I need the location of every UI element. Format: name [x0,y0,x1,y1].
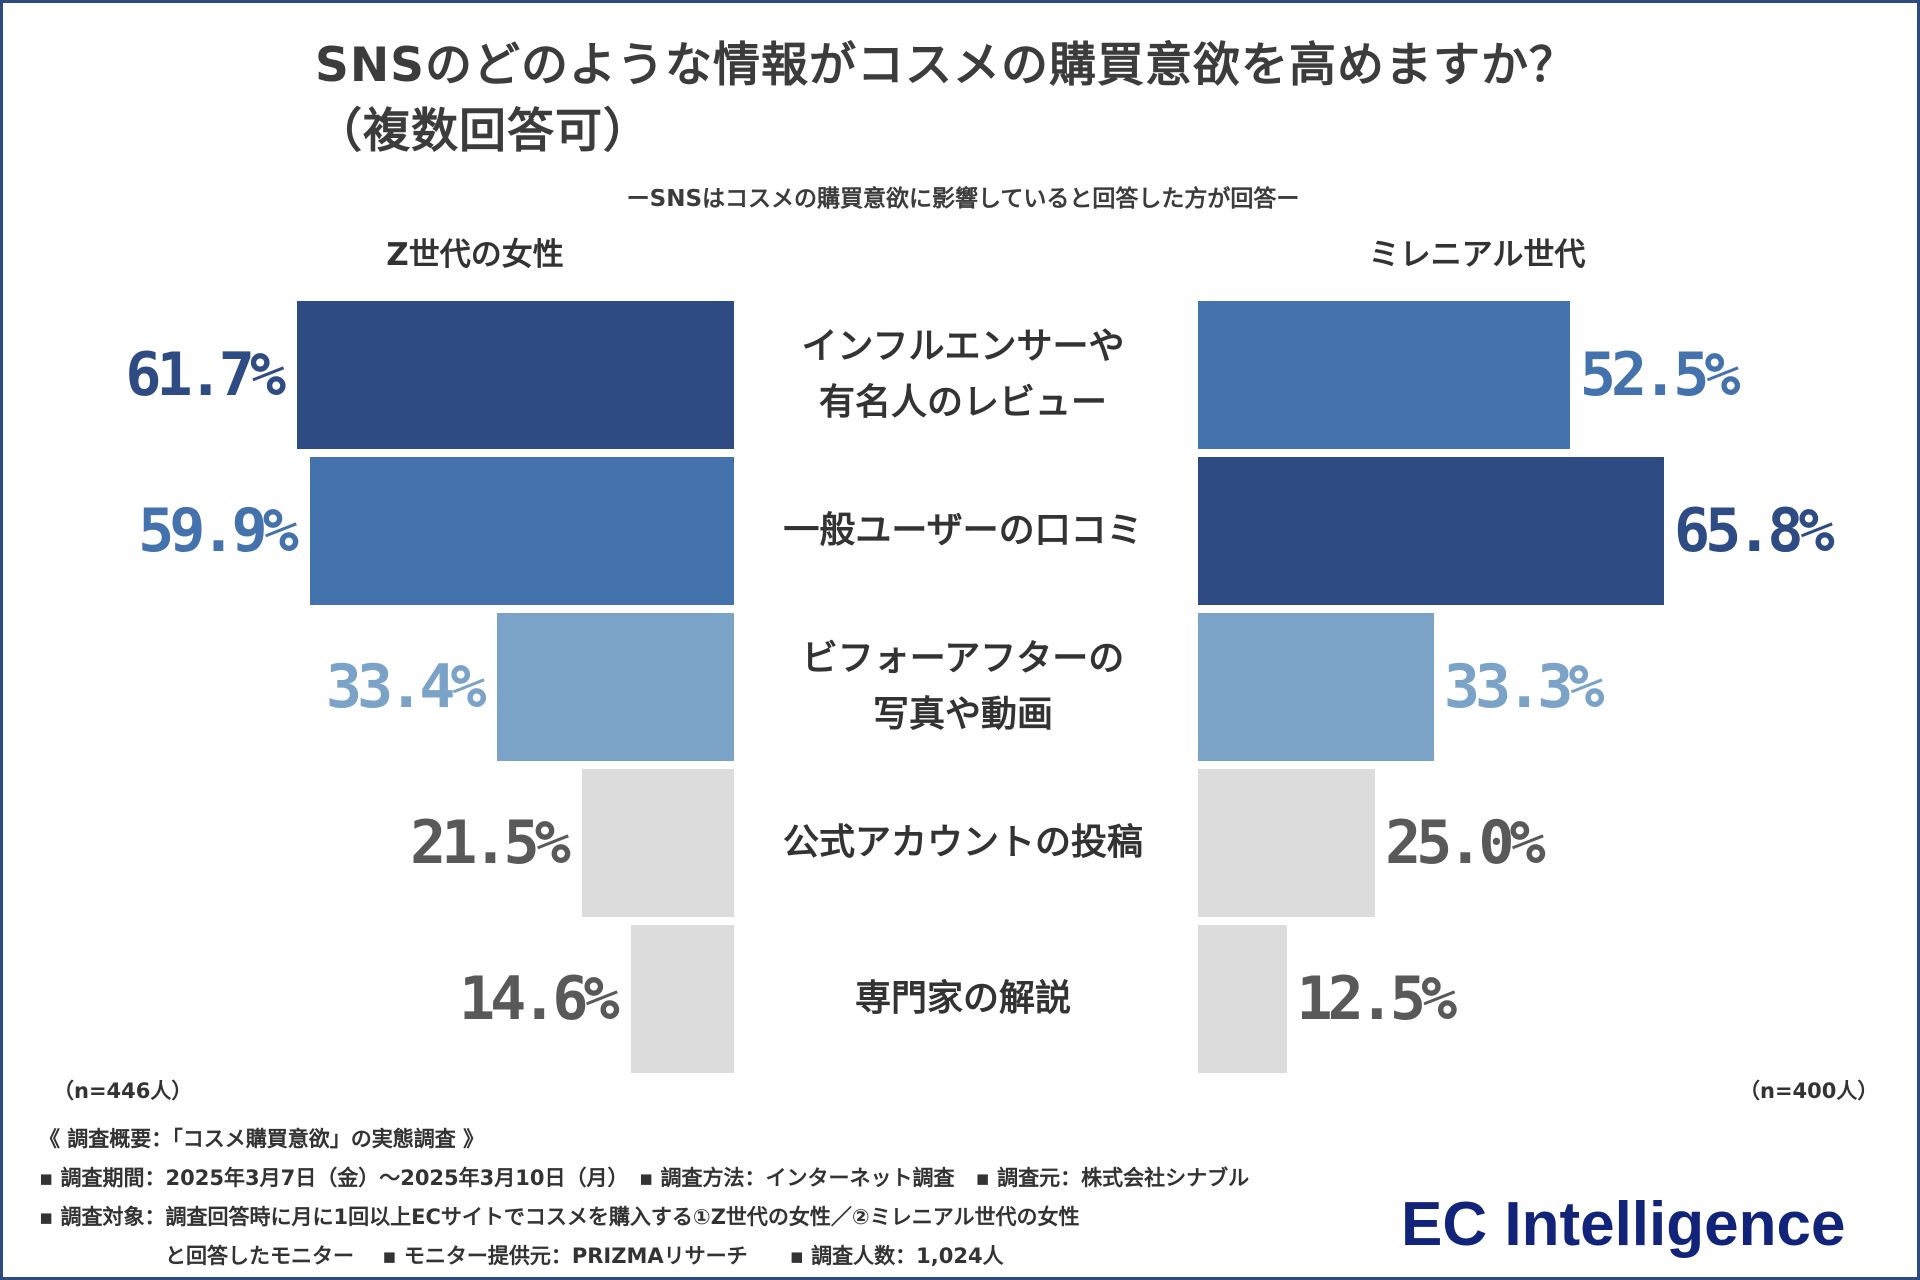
category-label-3: ビフォーアフターの 写真や動画 [733,631,1193,743]
title-line-2: （複数回答可） [315,104,651,159]
category-label-5: 専門家の解説 [733,971,1193,1027]
bar-right-5 [1198,925,1287,1073]
value-label-right-1: 52.5% [1579,340,1741,410]
bar-right-2 [1198,457,1665,605]
bar-right-4 [1198,769,1376,917]
value-label-left-2: 59.9% [138,496,299,566]
logo-text-2: gence [1666,1190,1846,1259]
bar-right-1 [1198,301,1570,449]
bar-left-2 [309,457,734,605]
bar-left-5 [630,925,734,1073]
survey-details-line-1: ▪ 調査期間：2025年3月7日（金）～2025年3月10日（月） ▪ 調査方法… [39,1166,1250,1190]
value-label-left-1: 61.7% [125,340,286,410]
category-label-2-line-1: 一般ユーザーの口コミ [783,510,1143,551]
category-label-2: 一般ユーザーの口コミ [733,503,1193,559]
value-label-right-2: 65.8% [1674,496,1835,566]
logo-text-i: i [1649,1190,1667,1259]
chart-title: SNSのどのような情報がコスメの購買意欲を高めますか？ （複数回答可） [315,33,1577,165]
bar-right-3 [1198,613,1434,761]
bar-left-3 [497,613,734,761]
right-sample-size: （n=400人） [1739,1079,1879,1103]
bar-left-4 [581,769,734,917]
category-label-1-line-1: インフルエンサーや [801,326,1125,367]
value-label-left-4: 21.5% [410,808,571,878]
legend-right-series: ミレニアル世代 [1368,237,1586,273]
bar-left-1 [297,301,734,449]
title-line-1: SNSのどのような情報がコスメの購買意欲を高めますか？ [315,38,1578,93]
category-label-3-line-2: 写真や動画 [872,694,1053,735]
ec-intelligence-logo: EC Intelligence [1401,1189,1845,1260]
value-label-left-3: 33.4% [325,652,487,722]
category-label-1-line-2: 有名人のレビュー [818,382,1107,423]
left-sample-size: （n=446人） [53,1079,193,1103]
survey-details-line-3: と回答したモニター ▪ モニター提供元：PRIZMAリサーチ ▪ 調査人数：1,… [39,1244,1004,1268]
category-label-4-line-1: 公式アカウントの投稿 [782,822,1143,863]
legend-left-series: Z世代の女性 [386,237,564,273]
value-label-right-5: 12.5% [1296,964,1458,1034]
value-label-right-3: 33.3% [1443,652,1605,722]
category-label-4: 公式アカウントの投稿 [733,815,1193,871]
logo-text-1: EC Intell [1401,1190,1650,1259]
value-label-right-4: 25.0% [1385,808,1546,878]
category-label-5-line-1: 専門家の解説 [854,978,1071,1019]
value-label-left-5: 14.6% [458,964,620,1034]
chart-subtitle: ーSNSはコスメの購買意欲に影響していると回答した方が回答ー [626,186,1300,212]
survey-overview: 《 調査概要：「コスメ購買意欲」の実態調査 》 [39,1127,485,1151]
category-label-1: インフルエンサーや 有名人のレビュー [733,319,1193,431]
survey-details-line-2: ▪ 調査対象：調査回答時に月に1回以上ECサイトでコスメを購入する①Z世代の女性… [39,1205,1080,1229]
category-label-3-line-1: ビフォーアフターの [801,638,1125,679]
